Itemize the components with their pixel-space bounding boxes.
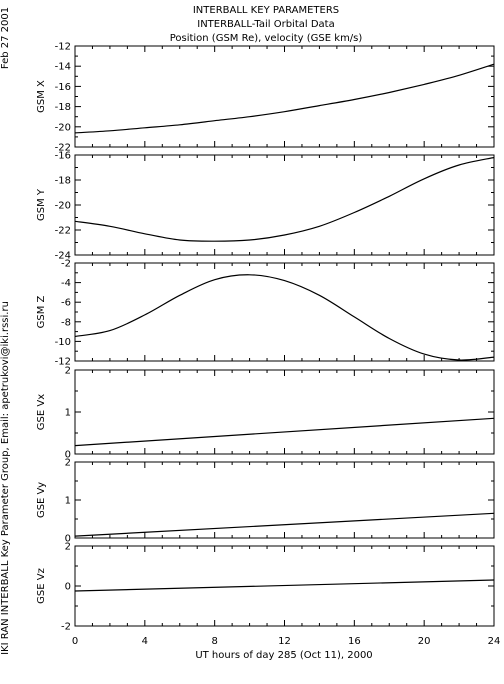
y-tick-label: -2 [61, 622, 71, 633]
y-tick-label: 0 [65, 582, 71, 593]
x-tick-label: 16 [348, 636, 361, 647]
y-axis-label: GSM Z [36, 295, 47, 328]
y-tick-label: -20 [55, 122, 71, 133]
y-tick-label: -8 [61, 317, 71, 328]
y-axis-label: GSE Vz [36, 568, 47, 604]
y-tick-label: -10 [55, 337, 71, 348]
panel-frame [74, 461, 495, 539]
x-tick-label: 24 [488, 636, 501, 647]
series-line [74, 417, 495, 447]
series-line [74, 63, 495, 134]
y-tick-label: 1 [65, 496, 71, 507]
y-tick-label: -14 [55, 62, 71, 73]
y-axis-label: GSM Y [36, 188, 47, 221]
y-tick-label: -16 [55, 151, 71, 162]
panel-1: -22 -20 -18 -16 -14 -12 GSM X [36, 42, 495, 154]
y-tick-label: 0 [65, 450, 71, 461]
title-line-2: INTERBALL-Tail Orbital Data [197, 19, 334, 30]
panel-frame [74, 262, 495, 362]
title-line-3: Position (GSM Re), velocity (GSE km/s) [170, 33, 363, 44]
y-axis-label: GSE Vx [36, 394, 47, 430]
y-tick-label: 2 [65, 366, 71, 377]
y-tick-label: -22 [55, 143, 71, 154]
x-tick-label: 4 [142, 636, 148, 647]
y-axis-label: GSM X [36, 80, 47, 113]
y-tick-label: -16 [55, 82, 71, 93]
panel-4: 0 1 2 GSE Vx [36, 366, 495, 461]
credit-text: IKI RAN INTERBALL Key Parameter Group, E… [0, 301, 11, 655]
panel-3: -12 -10 -8 -6 -4 -2 GSM Z [36, 259, 495, 368]
y-tick-label: -12 [55, 357, 71, 368]
x-tick-label: 20 [418, 636, 431, 647]
y-tick-label: 0 [65, 534, 71, 545]
y-axis-label: GSE Vy [36, 482, 47, 518]
y-tick-label: -18 [55, 102, 71, 113]
panel-5: 0 1 2 GSE Vy [36, 458, 495, 545]
x-tick-label: 8 [211, 636, 217, 647]
panel-frame [74, 45, 495, 148]
y-tick-label: -6 [61, 298, 71, 309]
y-tick-label: -24 [55, 251, 71, 262]
y-tick-label: 2 [65, 458, 71, 469]
y-tick-label: -20 [55, 201, 71, 212]
y-tick-label: -18 [55, 176, 71, 187]
panel-2: -24 -22 -20 -18 -16 GSM Y [36, 151, 495, 262]
panel-frame [74, 154, 495, 256]
panel-6: -2 0 2 GSE Vz [36, 542, 495, 633]
x-tick-label: 0 [72, 636, 78, 647]
report-date: Feb 27 2001 [0, 7, 11, 69]
title-line-1: INTERBALL KEY PARAMETERS [193, 5, 339, 16]
y-tick-label: -2 [61, 259, 71, 270]
x-tick-label: 12 [278, 636, 291, 647]
y-tick-label: -4 [61, 278, 71, 289]
series-line [74, 156, 495, 242]
y-tick-label: 2 [65, 542, 71, 553]
y-tick-label: -22 [55, 226, 71, 237]
y-tick-label: -12 [55, 42, 71, 53]
y-tick-label: 1 [65, 408, 71, 419]
x-axis-label: UT hours of day 285 (Oct 11), 2000 [195, 650, 372, 661]
series-line [74, 512, 495, 537]
series-line [74, 274, 495, 361]
series-line [74, 579, 495, 592]
